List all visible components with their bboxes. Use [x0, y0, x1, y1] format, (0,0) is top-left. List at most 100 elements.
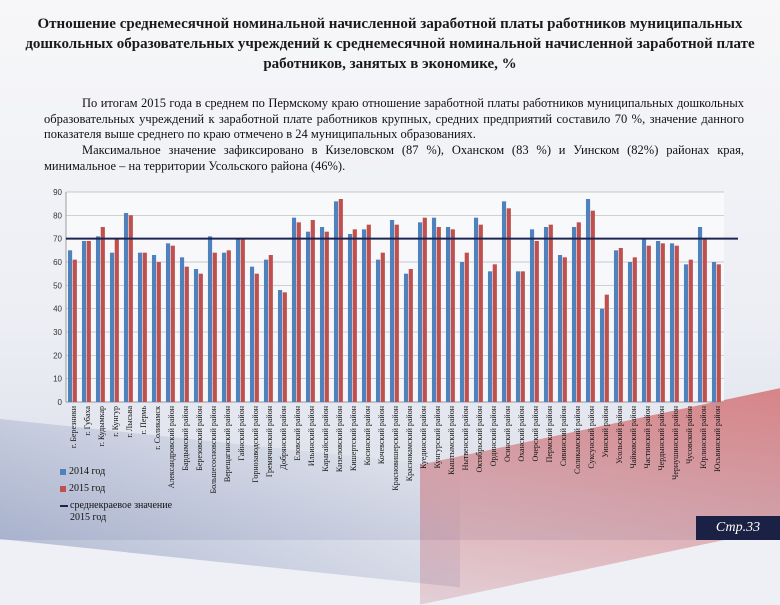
bar-2014-33 [529, 229, 535, 402]
x-tick-label-13: Горнозаводский район [251, 405, 260, 482]
x-tick-label-36: Соликамский район [573, 405, 582, 474]
x-tick-label-25: Куединский район [419, 405, 428, 469]
y-tick-label-60: 60 [53, 258, 62, 267]
x-tick-label-35: Сивинский район [559, 405, 568, 466]
bar-2014-6 [151, 255, 157, 402]
x-tick-label-3: г. Кунгур [111, 406, 120, 437]
legend-item-2014: 2014 год [60, 466, 190, 483]
bar-2014-26 [431, 217, 437, 402]
x-tick-label-29: Октябрьский район [475, 405, 484, 472]
x-tick-label-9: Березовский район [195, 405, 204, 470]
y-tick-label-30: 30 [53, 328, 62, 337]
x-tick-label-45: Юрлинский район [699, 405, 708, 469]
legend-item-average: среднекраевое значение 2015 год [60, 500, 190, 523]
x-tick-label-31: Осинский район [503, 405, 512, 462]
x-tick-label-20: Кишертский район [349, 405, 358, 471]
bar-2014-41 [641, 238, 647, 402]
x-tick-label-22: Кочевский район [377, 405, 386, 464]
paragraph-1: По итогам 2015 года в среднем по Пермско… [44, 96, 744, 141]
bar-2014-30 [487, 271, 493, 402]
bar-2015-3 [114, 238, 119, 402]
legend-swatch-average [60, 505, 68, 507]
bar-2014-17 [305, 231, 311, 402]
legend-swatch-2015 [60, 486, 66, 492]
page-number: Стр.33 [696, 516, 780, 540]
x-tick-label-1: г. Губаха [83, 406, 92, 436]
bar-2014-16 [291, 217, 297, 402]
y-tick-label-10: 10 [53, 375, 62, 384]
bar-2014-20 [347, 234, 353, 402]
bar-2015-28 [464, 252, 469, 402]
bar-2015-21 [366, 224, 371, 402]
bar-2015-9 [198, 273, 203, 402]
bar-2014-2 [95, 236, 101, 402]
x-tick-label-18: Карагайский район [321, 405, 330, 471]
x-tick-label-44: Чусовской район [685, 405, 694, 464]
bar-2015-22 [380, 252, 385, 402]
bar-2015-16 [296, 222, 301, 402]
bar-2015-18 [324, 231, 329, 402]
bar-2014-39 [613, 250, 619, 402]
bar-2014-32 [515, 271, 521, 402]
x-tick-label-39: Усольский район [615, 405, 624, 464]
x-tick-label-32: Оханский район [517, 405, 526, 461]
x-tick-label-33: Очерский район [531, 405, 540, 461]
bar-2015-20 [352, 229, 357, 402]
bar-2014-44 [683, 264, 689, 402]
bar-2015-43 [674, 245, 679, 402]
x-tick-label-6: г. Соликамск [153, 406, 162, 450]
bar-2015-33 [534, 241, 539, 402]
x-tick-label-41: Частинский район [643, 405, 652, 468]
bar-2015-36 [576, 222, 581, 402]
bar-2014-1 [81, 241, 87, 402]
bar-2014-13 [249, 266, 255, 402]
x-tick-label-42: Чердынский район [657, 405, 666, 470]
bar-2014-27 [445, 227, 451, 402]
y-tick-label-20: 20 [53, 351, 62, 360]
bar-2014-45 [697, 227, 703, 402]
bar-2014-19 [333, 201, 339, 402]
y-tick-label-40: 40 [53, 305, 62, 314]
bar-2015-27 [450, 229, 455, 402]
bar-2015-42 [660, 243, 665, 402]
x-tick-label-15: Добрянский район [279, 405, 288, 469]
bar-2014-23 [389, 220, 395, 402]
x-tick-label-38: Уинский район [601, 405, 610, 457]
bar-2014-11 [221, 252, 227, 402]
x-tick-label-43: Чернушинский район [671, 405, 680, 480]
y-tick-label-0: 0 [58, 398, 63, 407]
page-title: Отношение среднемесячной номинальной нач… [25, 16, 755, 72]
bar-2014-18 [319, 227, 325, 402]
bar-2014-35 [557, 255, 563, 402]
bar-2014-42 [655, 241, 661, 402]
legend-label-average: среднекраевое значение 2015 год [70, 500, 173, 523]
bar-2015-39 [618, 248, 623, 402]
x-tick-label-17: Ильинский район [307, 405, 316, 466]
bar-2014-8 [179, 257, 185, 402]
x-tick-label-34: Пермский район [545, 405, 554, 462]
x-tick-label-19: Кизеловский район [335, 405, 344, 472]
bar-2015-14 [268, 255, 273, 402]
bar-2014-4 [123, 213, 129, 402]
bar-2014-34 [543, 227, 549, 402]
x-tick-label-46: Юсьвинский район [713, 405, 722, 472]
bar-2015-1 [86, 241, 91, 402]
bar-2015-31 [506, 208, 511, 402]
bar-2015-37 [590, 210, 595, 402]
bar-2014-21 [361, 229, 367, 402]
bar-2015-44 [688, 259, 693, 402]
bar-2015-25 [422, 217, 427, 402]
bar-2015-10 [212, 252, 217, 402]
x-tick-label-8: Бардымский район [181, 405, 190, 470]
bar-2015-40 [632, 257, 637, 402]
x-tick-label-23: Красновишерский район [391, 405, 400, 490]
x-tick-label-28: Нытвенский район [461, 405, 470, 470]
bar-2014-9 [193, 269, 199, 402]
bar-2015-46 [716, 264, 721, 402]
bar-2014-31 [501, 201, 507, 402]
bar-2015-19 [338, 199, 343, 402]
bar-2014-22 [375, 259, 381, 402]
bar-2014-0 [67, 250, 73, 402]
bar-2015-6 [156, 262, 161, 402]
bar-2015-30 [492, 264, 497, 402]
